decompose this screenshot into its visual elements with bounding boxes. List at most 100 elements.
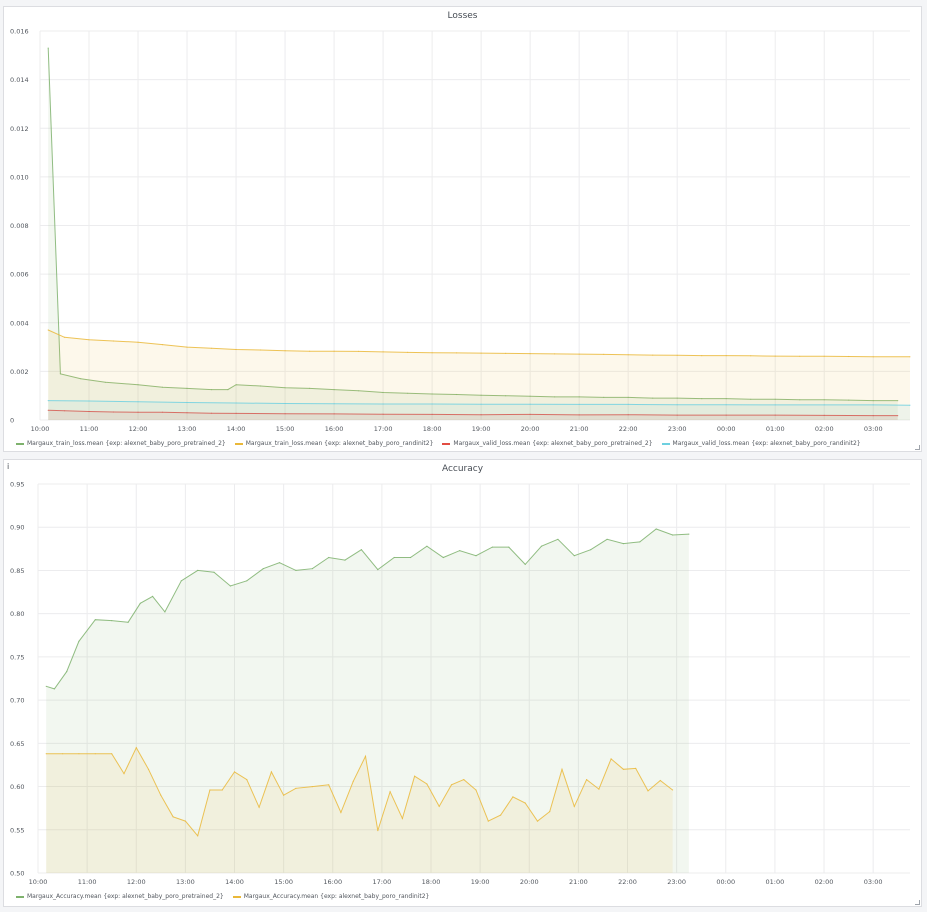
data-point — [64, 337, 65, 338]
data-point — [164, 611, 165, 612]
x-tick-label: 17:00 — [373, 878, 392, 886]
data-point — [481, 404, 482, 405]
y-tick-label: 0.006 — [10, 271, 29, 279]
x-tick-label: 16:00 — [325, 425, 344, 433]
data-point — [328, 557, 329, 558]
x-tick-label: 18:00 — [422, 878, 441, 886]
accuracy-chart: 0.50 0.55 0.60 0.65 0.70 0.75 0.80 0.85 0.90 0.95… — [4, 460, 923, 908]
data-point — [236, 402, 237, 403]
x-tick-label: 19:00 — [471, 878, 490, 886]
data-point — [530, 404, 531, 405]
data-point — [173, 816, 174, 817]
data-point — [492, 547, 493, 548]
data-point — [123, 773, 124, 774]
x-tick-label: 14:00 — [225, 878, 244, 886]
data-point — [750, 355, 751, 356]
data-point — [334, 403, 335, 404]
x-tick-label: 02:00 — [815, 878, 834, 886]
x-tick-label: 20:00 — [521, 425, 540, 433]
data-point — [459, 550, 460, 551]
data-point — [463, 779, 464, 780]
data-point — [295, 570, 296, 571]
x-tick-label: 03:00 — [864, 878, 883, 886]
data-point — [113, 340, 114, 341]
data-point — [525, 564, 526, 565]
data-point — [295, 788, 296, 789]
data-point — [873, 404, 874, 405]
data-point — [66, 671, 67, 672]
y-tick-label: 0.70 — [10, 697, 24, 705]
x-tick-label: 01:00 — [766, 878, 785, 886]
data-point — [647, 790, 648, 791]
data-point — [848, 356, 849, 357]
x-tick-label: 11:00 — [78, 878, 97, 886]
legend-label: Margaux_Accuracy.mean {exp: alexnet_baby… — [244, 893, 430, 900]
legend-label: Margaux_Accuracy.mean {exp: alexnet_baby… — [27, 893, 224, 900]
data-point — [236, 349, 237, 350]
data-point — [383, 403, 384, 404]
accuracy-panel: i Accuracy 0.50 0.55 0.60 0.65 0.70 0.75 0.80 0… — [3, 459, 922, 907]
legend-label: Margaux_train_loss.mean {exp: alexnet_ba… — [27, 440, 226, 447]
data-point — [128, 622, 129, 623]
data-point — [88, 400, 89, 401]
legend-label: Margaux_valid_loss.mean {exp: alexnet_ba… — [453, 440, 652, 447]
legend-label: Margaux_valid_loss.mean {exp: alexnet_ba… — [673, 440, 861, 447]
data-point — [358, 351, 359, 352]
data-point — [377, 569, 378, 570]
data-point — [623, 769, 624, 770]
resize-handle-icon[interactable] — [915, 445, 920, 450]
legend-swatch — [233, 896, 241, 898]
data-point — [271, 771, 272, 772]
data-point — [652, 355, 653, 356]
legend-item[interactable]: Margaux_valid_loss.mean {exp: alexnet_ba… — [442, 440, 652, 447]
x-tick-label: 00:00 — [716, 878, 735, 886]
data-point — [824, 404, 825, 405]
x-tick-label: 21:00 — [570, 425, 589, 433]
data-point — [603, 354, 604, 355]
data-point — [328, 784, 329, 785]
data-point — [234, 771, 235, 772]
data-point — [530, 353, 531, 354]
x-tick-label: 17:00 — [374, 425, 393, 433]
data-point — [377, 830, 378, 831]
data-point — [688, 534, 689, 535]
data-point — [95, 619, 96, 620]
y-tick-label: 0.75 — [10, 653, 24, 661]
data-point — [334, 351, 335, 352]
legend-item[interactable]: Margaux_train_loss.mean {exp: alexnet_ba… — [16, 440, 226, 447]
x-tick-label: 23:00 — [667, 878, 686, 886]
x-tick-label: 22:00 — [619, 425, 638, 433]
legend-item[interactable]: Margaux_Accuracy.mean {exp: alexnet_baby… — [16, 893, 224, 900]
data-point — [554, 353, 555, 354]
data-point — [432, 403, 433, 404]
resize-handle-icon[interactable] — [915, 900, 920, 905]
y-tick-label: 0.016 — [10, 28, 29, 36]
legend-item[interactable]: Margaux_valid_loss.mean {exp: alexnet_ba… — [662, 440, 861, 447]
x-tick-label: 23:00 — [668, 425, 687, 433]
accuracy-legend: Margaux_Accuracy.mean {exp: alexnet_baby… — [16, 893, 915, 900]
data-point — [541, 546, 542, 547]
data-point — [78, 641, 79, 642]
data-point — [414, 776, 415, 777]
data-point — [361, 549, 362, 550]
y-tick-label: 0 — [10, 417, 14, 425]
x-tick-label: 15:00 — [276, 425, 295, 433]
legend-item[interactable]: Margaux_train_loss.mean {exp: alexnet_ba… — [235, 440, 434, 447]
y-tick-label: 0.004 — [10, 319, 29, 327]
data-point — [726, 404, 727, 405]
data-point — [672, 789, 673, 790]
data-point — [260, 349, 261, 350]
data-point — [111, 753, 112, 754]
data-point — [656, 528, 657, 529]
data-point — [443, 557, 444, 558]
data-point — [246, 580, 247, 581]
data-point — [111, 620, 112, 621]
data-point — [628, 404, 629, 405]
legend-item[interactable]: Margaux_Accuracy.mean {exp: alexnet_baby… — [233, 893, 430, 900]
data-point — [623, 543, 624, 544]
data-point — [475, 555, 476, 556]
data-point — [383, 351, 384, 352]
data-point — [181, 580, 182, 581]
x-tick-label: 03:00 — [864, 425, 883, 433]
y-tick-label: 0.010 — [10, 173, 29, 181]
